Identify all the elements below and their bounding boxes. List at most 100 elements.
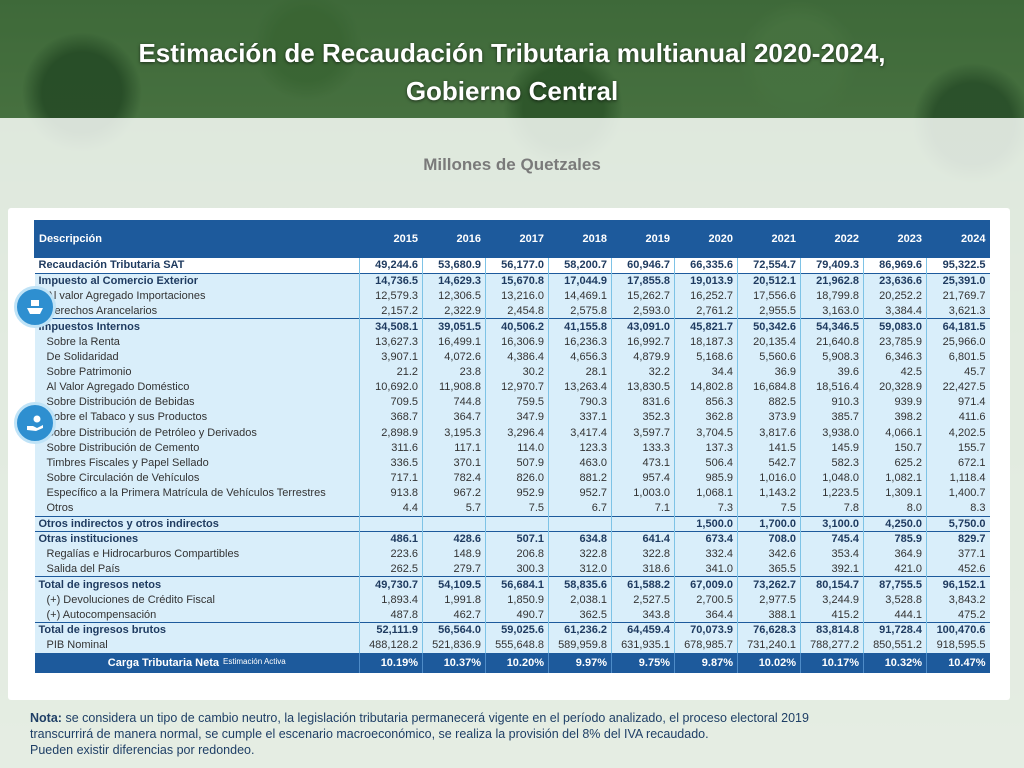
row-value: 7.1: [611, 501, 675, 517]
row-label: Otras instituciones: [34, 530, 360, 547]
row-value: 507.9: [485, 455, 549, 471]
row-value: 76,628.3: [737, 621, 801, 638]
row-value: 452.6: [926, 561, 990, 577]
row-value: 353.4: [800, 546, 864, 562]
row-value: 22,427.5: [926, 379, 990, 395]
row-value: 83,814.8: [800, 621, 864, 638]
row-value: 14,629.3: [422, 272, 486, 289]
table-row: Sobre el Tabaco y sus Productos 368.7 364.…: [34, 409, 990, 426]
row-value: 73,262.7: [737, 576, 801, 593]
row-value: 54,346.5: [800, 318, 864, 334]
row-label: Otros indirectos y otros indirectos: [34, 515, 360, 532]
row-value: 3,704.5: [674, 425, 738, 441]
footer-value: 10.20%: [485, 652, 549, 673]
row-value: 342.6: [737, 546, 801, 562]
row-value: 45,821.7: [674, 318, 738, 334]
row-value: 19,013.9: [674, 272, 738, 289]
row-label: Sobre Distribución de Petróleo y Derivad…: [46, 426, 257, 439]
table-row: (+) Autocompensación 487.8 462.7 490.7 362.5…: [34, 607, 990, 623]
row-value: 3,296.4: [485, 425, 549, 441]
row-value: 759.5: [485, 394, 549, 410]
row-value: 16,252.7: [674, 288, 738, 304]
row-value: 1,500.0: [674, 515, 738, 532]
row-label: Sobre la Renta: [46, 335, 120, 348]
footer-label: Carga Tributaria Neta: [107, 656, 220, 669]
row-value: 364.4: [674, 607, 738, 623]
row-value: [611, 515, 675, 532]
row-label: Derechos Arancelarios: [46, 304, 158, 317]
row-value: 881.2: [548, 470, 612, 486]
row-value: 856.3: [674, 394, 738, 410]
row-value: 20,252.2: [863, 288, 927, 304]
row-value: 21.2: [359, 364, 423, 380]
row-value: 13,830.5: [611, 379, 675, 395]
row-value: 709.5: [359, 394, 423, 410]
table-row: Al Valor Agregado Doméstico 10,692.0 11,90…: [34, 379, 990, 395]
row-value: 336.5: [359, 455, 423, 471]
row-value: 56,684.1: [485, 576, 549, 593]
row-value: 87,755.5: [863, 576, 927, 593]
row-value: 1,082.1: [863, 470, 927, 486]
row-value: 318.6: [611, 561, 675, 577]
row-value: 30.2: [485, 364, 549, 380]
row-value: 59,025.6: [485, 621, 549, 638]
row-value: 322.8: [548, 546, 612, 562]
row-value: 91,728.4: [863, 621, 927, 638]
row-value: 45.7: [926, 364, 990, 380]
row-value: 16,306.9: [485, 333, 549, 350]
row-value: 2,898.9: [359, 425, 423, 441]
row-value: 641.4: [611, 530, 675, 547]
row-label: Al Valor Agregado Doméstico: [46, 381, 190, 394]
row-value: 56,177.0: [485, 258, 549, 274]
header-year: 2015: [359, 220, 423, 258]
table-row: Sobre Patrimonio 21.2 23.8 30.2 28.1 32.2 34.4…: [34, 364, 990, 380]
row-value: 444.1: [863, 607, 927, 623]
row-value: 967.2: [422, 485, 486, 501]
row-value: 475.2: [926, 607, 990, 623]
row-value: 59,083.0: [863, 318, 927, 334]
row-value: 337.1: [548, 409, 612, 426]
table-row: PIB Nominal 488,128.2 521,836.9 555,648.8 58…: [34, 637, 990, 653]
row-value: 16,499.1: [422, 333, 486, 350]
row-value: 16,992.7: [611, 333, 675, 350]
row-label: Al valor Agregado Importaciones: [46, 289, 206, 302]
footer-value: 10.32%: [863, 652, 927, 673]
row-value: 952.7: [548, 485, 612, 501]
row-value: 39.6: [800, 364, 864, 380]
row-value: 785.9: [863, 530, 927, 547]
row-value: 300.3: [485, 561, 549, 577]
row-value: 5.7: [422, 501, 486, 517]
row-value: 42.5: [863, 364, 927, 380]
row-value: 717.1: [359, 470, 423, 486]
row-value: 5,560.6: [737, 349, 801, 365]
row-value: 918,595.5: [926, 637, 990, 653]
row-value: [485, 515, 549, 532]
row-label: Impuesto al Comercio Exterior: [34, 272, 360, 289]
row-value: 1,400.7: [926, 485, 990, 501]
header-band: [0, 0, 1024, 118]
row-value: 332.4: [674, 546, 738, 562]
row-value: 971.4: [926, 394, 990, 410]
row-value: 3,907.1: [359, 349, 423, 365]
row-value: 634.8: [548, 530, 612, 547]
row-value: 117.1: [422, 440, 486, 456]
table-row: De Solidaridad 3,907.1 4,072.6 4,386.4 4,656…: [34, 349, 990, 365]
row-label: Impuestos Internos: [34, 318, 360, 334]
table-row: Impuestos Internos 34,508.1 39,051.5 40,506…: [34, 318, 990, 334]
row-value: 2,955.5: [737, 303, 801, 319]
row-value: 463.0: [548, 455, 612, 471]
row-value: 145.9: [800, 440, 864, 456]
row-value: 15,670.8: [485, 272, 549, 289]
row-value: 34,508.1: [359, 318, 423, 334]
row-value: 61,236.2: [548, 621, 612, 638]
row-value: 3,384.4: [863, 303, 927, 319]
row-value: 1,991.8: [422, 592, 486, 608]
row-value: 882.5: [737, 394, 801, 410]
row-value: 23,636.6: [863, 272, 927, 289]
row-value: 388.1: [737, 607, 801, 623]
row-value: 377.1: [926, 546, 990, 562]
row-value: 4,656.3: [548, 349, 612, 365]
row-value: 12,579.3: [359, 288, 423, 304]
row-value: 490.7: [485, 607, 549, 623]
row-value: 21,962.8: [800, 272, 864, 289]
